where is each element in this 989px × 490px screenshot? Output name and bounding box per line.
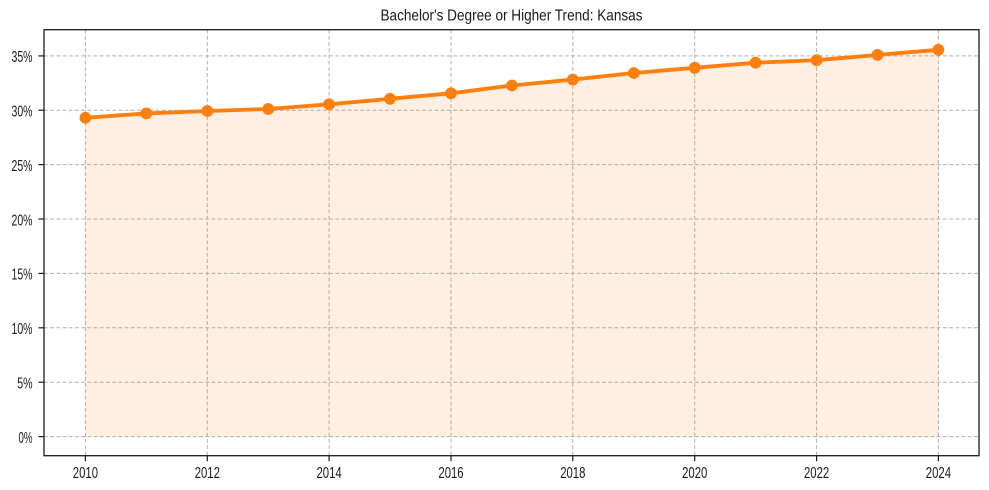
svg-text:5%: 5% bbox=[17, 376, 32, 393]
svg-text:20%: 20% bbox=[12, 212, 33, 229]
svg-text:15%: 15% bbox=[12, 267, 33, 284]
svg-text:0%: 0% bbox=[19, 430, 33, 447]
svg-text:30%: 30% bbox=[12, 104, 33, 121]
svg-text:2012: 2012 bbox=[195, 465, 220, 482]
svg-text:2010: 2010 bbox=[73, 465, 98, 482]
svg-text:2016: 2016 bbox=[438, 465, 463, 482]
svg-text:10%: 10% bbox=[12, 321, 33, 338]
svg-text:35%: 35% bbox=[12, 49, 33, 66]
svg-text:2018: 2018 bbox=[560, 465, 585, 482]
svg-text:25%: 25% bbox=[12, 158, 33, 175]
svg-text:2022: 2022 bbox=[804, 465, 829, 482]
svg-text:Bachelor's Degree or Higher Tr: Bachelor's Degree or Higher Trend: Kansa… bbox=[381, 8, 643, 25]
svg-text:2020: 2020 bbox=[682, 465, 707, 482]
svg-text:2024: 2024 bbox=[926, 465, 951, 482]
svg-text:2014: 2014 bbox=[317, 465, 342, 482]
